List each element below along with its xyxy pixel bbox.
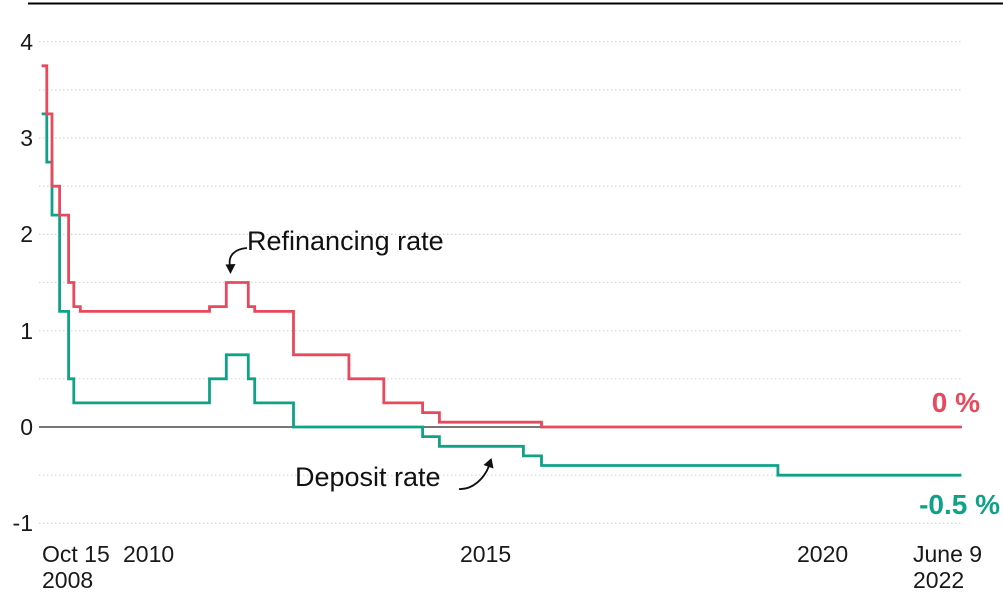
x-tick-2020: 2020 (797, 541, 848, 567)
y-tick-1: 1 (20, 318, 33, 344)
y-tick-3: 3 (20, 125, 33, 151)
end-label-refinancing: 0 % (932, 387, 980, 418)
series-line-refinancing-rate (41, 64, 962, 429)
annotation-deposit-rate: Deposit rate (295, 462, 441, 492)
y-tick-2: 2 (20, 221, 33, 247)
refinancing-arrow-curve (228, 247, 248, 267)
y-tick-4: 4 (20, 29, 33, 55)
deposit-arrowhead (483, 458, 494, 469)
x-tick-2015: 2015 (460, 541, 511, 567)
x-tick-oct15: Oct 15 (42, 541, 110, 567)
x-tick-june9: June 9 (913, 541, 982, 567)
series-layer (41, 64, 962, 477)
x-tick-2010: 2010 (123, 541, 174, 567)
x-tick-2008: 2008 (42, 567, 93, 593)
deposit-arrow-curve (458, 465, 490, 490)
x-tick-2022: 2022 (913, 567, 964, 593)
y-tick-0: 0 (20, 414, 33, 440)
refinancing-arrowhead (225, 264, 236, 274)
end-label-deposit: -0.5 % (919, 489, 1000, 520)
series-line-deposit-rate (41, 112, 962, 477)
y-tick-minus-1: -1 (13, 510, 33, 536)
annotation-arrows-layer (225, 247, 494, 490)
annotation-refinancing-rate: Refinancing rate (247, 226, 444, 256)
